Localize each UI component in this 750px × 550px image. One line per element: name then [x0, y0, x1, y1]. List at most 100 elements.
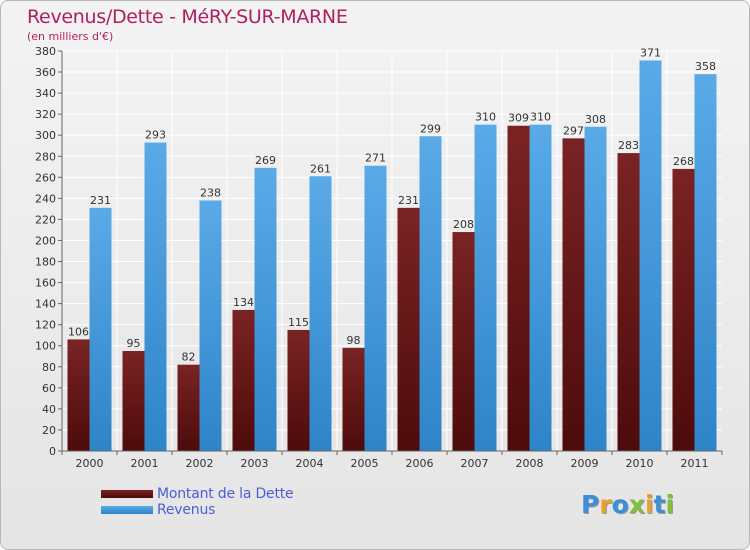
- x-tick-label: 2004: [296, 457, 324, 470]
- bar-dette-2006: [397, 207, 420, 451]
- data-label-dette-2006: 231: [398, 194, 419, 207]
- data-label-dette-2004: 115: [288, 316, 309, 329]
- bar-revenus-2008: [529, 124, 552, 452]
- bar-revenus-2010: [639, 60, 662, 451]
- x-tick-label: 2001: [131, 457, 159, 470]
- bar-revenus-2003: [254, 167, 277, 451]
- bar-revenus-2007: [474, 124, 497, 452]
- logo-letter: P: [581, 490, 600, 519]
- bar-revenus-2005: [364, 165, 387, 451]
- data-label-dette-2010: 283: [618, 139, 639, 152]
- bar-dette-2011: [672, 168, 695, 452]
- gridlines: [62, 50, 722, 451]
- logo-letter: i: [665, 490, 675, 519]
- data-label-revenus-2011: 358: [695, 60, 716, 73]
- data-label-dette-2000: 106: [68, 325, 89, 338]
- bar-revenus-2001: [144, 142, 167, 451]
- bar-dette-2007: [452, 232, 475, 451]
- x-tick-label: 2002: [186, 457, 214, 470]
- bar-dette-2010: [617, 153, 640, 451]
- data-label-revenus-2000: 231: [90, 194, 111, 207]
- data-label-dette-2009: 297: [563, 124, 584, 137]
- data-labels: 106 231 95 293 82 238 134 269 115 261 98 271 231 299 2…: [68, 46, 716, 363]
- y-tick-label: 280: [35, 150, 56, 163]
- x-tick-label: 2003: [241, 457, 269, 470]
- chart-title: Revenus/Dette - MéRY-SUR-MARNE: [27, 6, 348, 28]
- bar-revenus-2011: [694, 74, 717, 451]
- bar-dette-2001: [122, 351, 145, 451]
- data-label-revenus-2004: 261: [310, 162, 331, 175]
- proxiti-logo: Proxiti: [581, 490, 674, 519]
- y-tick-label: 20: [42, 424, 56, 437]
- data-label-dette-2002: 82: [182, 351, 196, 364]
- bar-dette-2003: [232, 309, 255, 451]
- data-label-dette-2005: 98: [347, 334, 361, 347]
- bar-dette-2005: [342, 347, 365, 451]
- x-tick-label: 2008: [516, 457, 544, 470]
- y-tick-label: 0: [49, 445, 56, 458]
- data-label-revenus-2001: 293: [145, 129, 166, 142]
- legend-label-revenus: Revenus: [157, 502, 216, 518]
- x-tick-label: 2009: [571, 457, 599, 470]
- bars: [67, 60, 717, 452]
- chart-subtitle: (en milliers d'€): [27, 30, 114, 43]
- y-tick-label: 180: [35, 256, 56, 269]
- x-tick-label: 2006: [406, 457, 434, 470]
- bar-revenus-2004: [309, 176, 332, 451]
- data-label-dette-2011: 268: [673, 155, 694, 168]
- axes: 0 20 40 60 80 100 120 140 160 180 200 220 240 260 280 3…: [35, 45, 723, 470]
- y-tick-label: 260: [35, 171, 56, 184]
- data-label-revenus-2002: 238: [200, 186, 221, 199]
- logo-letter: i: [645, 490, 654, 519]
- y-tick-label: 240: [35, 192, 56, 205]
- logo-letter: x: [628, 490, 645, 519]
- data-label-dette-2003: 134: [233, 296, 254, 309]
- y-tick-label: 60: [42, 382, 56, 395]
- logo-letter: r: [599, 490, 612, 519]
- y-tick-label: 200: [35, 234, 56, 247]
- y-tick-label: 160: [35, 277, 56, 290]
- data-label-revenus-2008: 310: [530, 111, 551, 124]
- x-tick-label: 2000: [76, 457, 104, 470]
- bar-dette-2004: [287, 329, 310, 451]
- data-label-dette-2008: 309: [508, 112, 529, 125]
- data-label-revenus-2005: 271: [365, 152, 386, 165]
- logo-letter: t: [653, 490, 666, 519]
- bar-dette-2009: [562, 138, 585, 452]
- x-tick-label: 2007: [461, 457, 489, 470]
- y-tick-label: 300: [35, 129, 56, 142]
- legend-label-dette: Montant de la Dette: [157, 486, 294, 502]
- data-label-revenus-2010: 371: [640, 46, 661, 59]
- data-label-revenus-2003: 269: [255, 154, 276, 167]
- data-label-revenus-2007: 310: [475, 111, 496, 124]
- x-tick-label: 2010: [626, 457, 654, 470]
- bar-revenus-2000: [89, 207, 112, 451]
- y-tick-label: 40: [42, 403, 56, 416]
- y-tick-label: 360: [35, 66, 56, 79]
- bar-dette-2002: [177, 364, 200, 451]
- logo-letter: o: [611, 490, 629, 519]
- y-tick-label: 220: [35, 213, 56, 226]
- bar-dette-2000: [67, 339, 90, 451]
- y-tick-label: 140: [35, 298, 56, 311]
- y-tick-label: 340: [35, 87, 56, 100]
- legend-swatch-dette: [101, 490, 153, 498]
- data-label-dette-2007: 208: [453, 218, 474, 231]
- x-tick-label: 2011: [681, 457, 709, 470]
- y-tick-label: 120: [35, 319, 56, 332]
- y-tick-label: 100: [35, 340, 56, 353]
- y-tick-label: 380: [35, 45, 56, 58]
- data-label-revenus-2009: 308: [585, 113, 606, 126]
- bar-revenus-2006: [419, 136, 442, 451]
- legend-swatch-revenus: [101, 506, 153, 514]
- y-tick-label: 80: [42, 361, 56, 374]
- data-label-dette-2001: 95: [127, 337, 141, 350]
- bar-revenus-2009: [584, 126, 607, 451]
- bar-dette-2008: [507, 125, 530, 451]
- y-tick-label: 320: [35, 108, 56, 121]
- bar-revenus-2002: [199, 200, 222, 451]
- data-label-revenus-2006: 299: [420, 122, 441, 135]
- x-tick-label: 2005: [351, 457, 379, 470]
